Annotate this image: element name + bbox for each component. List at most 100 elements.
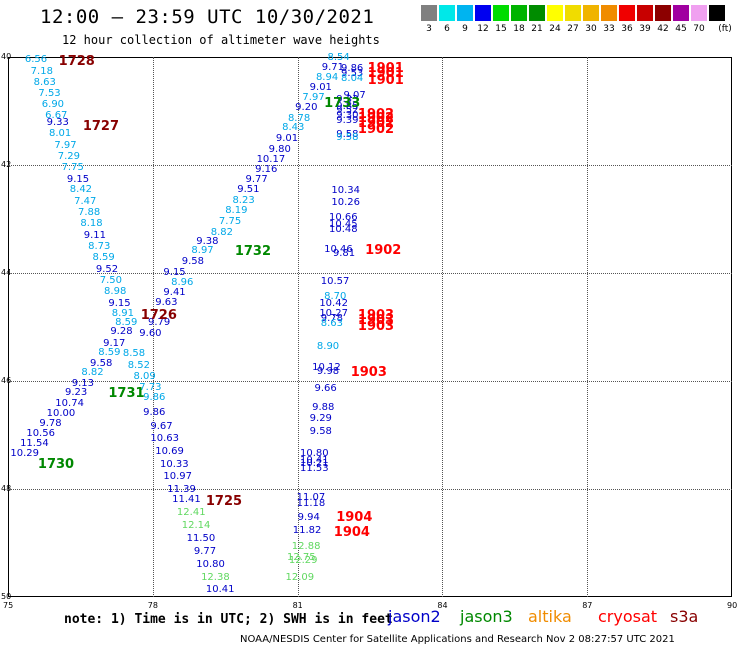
pass-time-label: 1728: [58, 54, 95, 70]
scale-tick-label: 36: [621, 24, 633, 34]
pass-time-label: 1902: [365, 243, 402, 259]
wave-height-value: 10.63: [150, 433, 180, 445]
scale-tick-label: 30: [585, 24, 597, 34]
scale-tick-label: 42: [657, 24, 669, 34]
wave-height-value: 12.75: [286, 551, 316, 563]
wave-height-value: 12.41: [176, 506, 206, 518]
wave-height-value: 9.33: [336, 94, 359, 106]
wave-height-value: 9.07: [343, 89, 366, 101]
legend-entry-jason2: jason2: [388, 607, 441, 626]
pass-time-label: 1903: [357, 307, 395, 323]
map-frame[interactable]: [8, 57, 732, 597]
pass-time-label: 1730: [37, 457, 75, 473]
wave-height-value: 9.86: [341, 63, 364, 75]
wave-height-value: 9.11: [83, 229, 107, 241]
wave-height-value: 11.53: [300, 463, 329, 475]
wave-height-value: 10.48: [328, 224, 358, 236]
latitude-gridline: [8, 165, 732, 166]
wave-height-value: 9.58: [336, 132, 359, 143]
page-title: 12:00 — 23:59 UTC 10/30/2021: [40, 6, 375, 28]
wave-height-value: 10.17: [256, 153, 286, 165]
scale-tick-label: 24: [549, 24, 561, 34]
latitude-tick-label: 48: [1, 484, 12, 493]
wave-height-value: 9.86: [143, 407, 166, 419]
wave-height-value: 8.91: [111, 307, 135, 319]
wave-height-value: 11.50: [186, 532, 216, 544]
wave-height-value: 10.34: [331, 184, 361, 196]
scale-tick-label: 3: [426, 24, 432, 34]
scale-swatch: [529, 5, 545, 21]
scale-swatch: [709, 5, 725, 21]
scale-swatch: [601, 5, 617, 21]
longitude-gridline: [297, 57, 299, 597]
wave-height-value: 9.29: [309, 412, 332, 424]
latitude-tick-label: 40: [1, 52, 12, 61]
wave-height-value: 12.38: [201, 571, 230, 583]
wave-height-value: 8.52: [127, 359, 150, 371]
latitude-gridline: [8, 381, 732, 382]
wave-height-value: 9.94: [297, 512, 320, 524]
wave-height-value: 12.88: [291, 540, 321, 552]
pass-time-label: 1902: [357, 111, 395, 127]
latitude-tick-label: 50: [1, 592, 12, 601]
footnote: note: 1) Time is in UTC; 2) SWH is in fe…: [64, 612, 393, 627]
wave-height-value: 9.58: [90, 357, 113, 369]
wave-height-value: 6.90: [41, 99, 65, 111]
latitude-gridline: [8, 489, 732, 490]
scale-tick-label: 45: [675, 24, 687, 34]
wave-height-value: 7.75: [61, 161, 84, 173]
wave-height-value: 7.18: [30, 66, 53, 78]
wave-height-value: 10.80: [300, 448, 329, 460]
wave-height-value: 8.78: [287, 113, 311, 125]
wave-height-value: 9.58: [181, 256, 205, 268]
wave-height-value: 10.80: [196, 558, 225, 570]
longitude-gridline: [442, 57, 444, 597]
scale-swatch: [511, 5, 527, 21]
scale-tick-label: 15: [495, 24, 507, 34]
wave-height-value: 8.63: [33, 76, 56, 88]
wave-height-value: 10.66: [328, 211, 358, 223]
wave-height-value: 8.43: [282, 122, 305, 134]
wave-height-value: 9.60: [139, 328, 162, 340]
wave-height-value: 12.29: [288, 554, 318, 566]
scale-swatch: [655, 5, 671, 21]
scale-tick-label: 33: [603, 24, 615, 34]
pass-time-label: 1903: [350, 365, 387, 381]
wave-height-value: 9.38: [196, 236, 219, 248]
wave-height-value: 10.57: [320, 275, 350, 287]
wave-height-value: 10.41: [205, 583, 235, 595]
wave-height-value: 9.67: [150, 420, 173, 432]
wave-height-value: 11.07: [296, 491, 326, 503]
pass-time-label: 1903: [357, 312, 395, 328]
longitude-tick-label: 78: [147, 601, 158, 610]
wave-height-value: 8.90: [316, 340, 340, 352]
wave-height-value: 8.58: [122, 348, 146, 359]
wave-height-value: 9.58: [336, 128, 359, 140]
wave-height-value: 11.39: [167, 484, 196, 496]
pass-time-label: 1901: [367, 66, 404, 82]
scale-swatch: [421, 5, 437, 21]
pass-time-label: 1903: [357, 318, 395, 334]
wave-height-value: 9.88: [312, 402, 335, 413]
wave-height-value: 9.52: [336, 105, 359, 116]
wave-height-value: 8.63: [320, 318, 344, 330]
legend-entry-jason3: jason3: [460, 607, 513, 626]
scale-swatch: [691, 5, 707, 21]
wave-height-value: 9.17: [103, 337, 126, 349]
pass-time-label: 1902: [357, 121, 395, 137]
scale-swatch: [457, 5, 473, 21]
pass-time-label: 1731: [108, 385, 145, 401]
wave-height-value: 8.82: [210, 226, 233, 238]
wave-height-value: 9.52: [95, 263, 119, 275]
wave-height-value: 12.09: [285, 571, 315, 583]
wave-height-value: 8.59: [98, 346, 121, 358]
wave-height-value: 8.73: [88, 241, 111, 253]
scale-tick-label: 9: [462, 24, 468, 34]
scale-swatch: [619, 5, 635, 21]
wave-height-value: 9.39: [336, 114, 359, 126]
wave-height-value: 9.79: [147, 317, 171, 329]
legend-entry-cryosat: cryosat: [598, 607, 658, 626]
pass-time-label: 1726: [140, 308, 177, 324]
wave-height-value: 9.41: [163, 286, 186, 298]
wave-height-value: 9.13: [71, 377, 94, 389]
